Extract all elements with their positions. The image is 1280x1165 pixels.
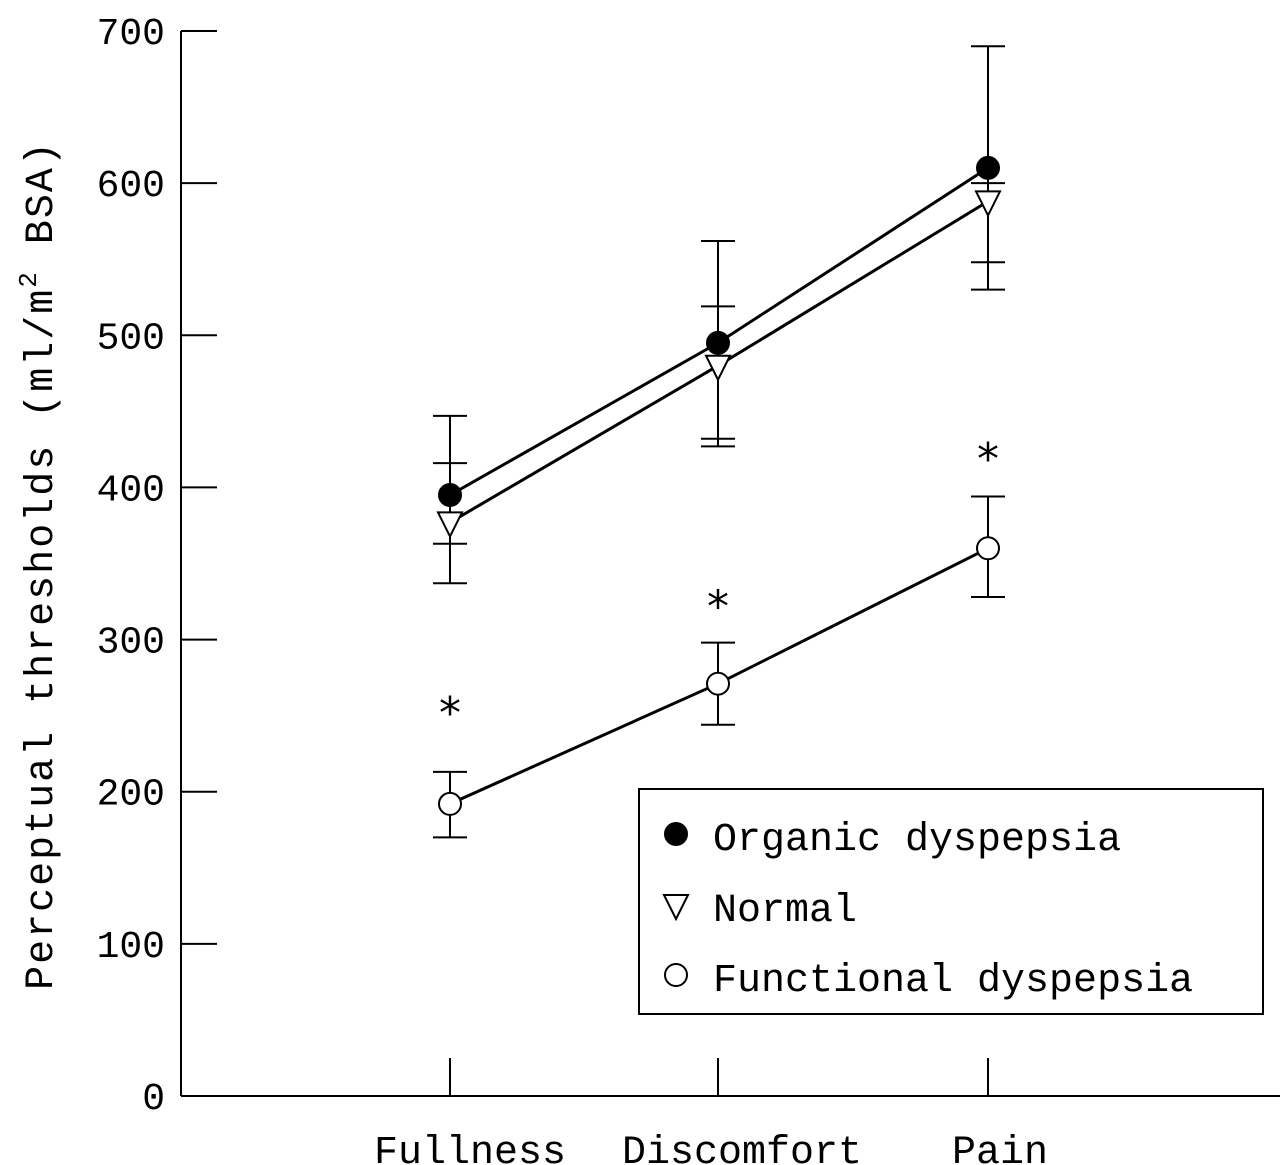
series-organic-dyspepsia xyxy=(433,45,1005,545)
legend: Organic dyspepsia Normal Functional dyspep… xyxy=(638,788,1264,1015)
significance-star-pain: * xyxy=(977,434,999,485)
y-tick-label-200: 200 xyxy=(97,774,165,817)
significance-star-discomfort: * xyxy=(707,582,729,633)
legend-label-organic-dyspepsia: Organic dyspepsia xyxy=(713,818,1121,863)
point-functional-dyspepsia-discomfort xyxy=(706,671,730,696)
y-tick-label-100: 100 xyxy=(97,926,165,969)
significance-star-fullness: * xyxy=(439,688,461,739)
point-organic-dyspepsia-pain xyxy=(976,155,1000,180)
annotation-layer: * * * xyxy=(439,434,999,739)
x-tick-label-pain: Pain xyxy=(952,1131,1048,1165)
legend-box xyxy=(638,788,1264,1015)
point-normal-fullness xyxy=(436,511,464,539)
legend-marker-organic-dyspepsia xyxy=(664,822,688,846)
legend-marker-normal xyxy=(662,894,690,922)
series-functional-dyspepsia xyxy=(433,495,1005,839)
y-tick-label-600: 600 xyxy=(97,165,165,208)
series-normal xyxy=(433,182,1005,585)
y-tick-label-500: 500 xyxy=(97,317,165,360)
y-axis-label-tail: BSA) xyxy=(20,140,65,270)
point-normal-pain xyxy=(974,190,1002,218)
x-tick-label-fullness: Fullness xyxy=(374,1131,566,1165)
legend-label-normal: Normal xyxy=(713,889,857,934)
y-axis-label: Perceptual thresholds (ml/m2 BSA) xyxy=(14,140,65,990)
axes: 0 100 200 300 400 500 600 700 Fullness Discomfort… xyxy=(97,13,1280,1165)
point-functional-dyspepsia-pain xyxy=(976,536,1000,561)
y-tick-label-300: 300 xyxy=(97,622,165,665)
legend-marker-functional-dyspepsia xyxy=(664,963,688,987)
series-layer xyxy=(433,45,1005,839)
x-tick-label-discomfort: Discomfort xyxy=(622,1131,862,1165)
y-axis-label-superscript: 2 xyxy=(14,270,44,288)
point-functional-dyspepsia-fullness xyxy=(438,791,462,816)
y-tick-label-0: 0 xyxy=(142,1078,165,1121)
y-tick-label-700: 700 xyxy=(97,13,165,56)
legend-label-functional-dyspepsia: Functional dyspepsia xyxy=(713,959,1193,1004)
point-normal-discomfort xyxy=(704,354,732,382)
y-tick-label-400: 400 xyxy=(97,469,165,512)
